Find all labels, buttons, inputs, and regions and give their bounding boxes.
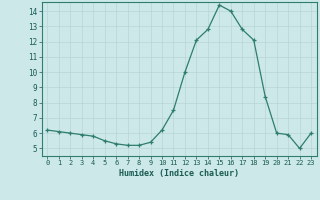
X-axis label: Humidex (Indice chaleur): Humidex (Indice chaleur) (119, 169, 239, 178)
